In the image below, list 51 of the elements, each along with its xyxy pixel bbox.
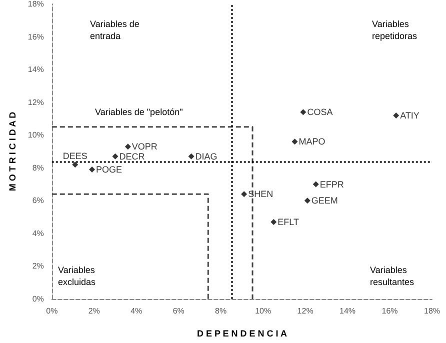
- annotation: EFPR: [320, 179, 344, 190]
- x-tick-label: 14%: [340, 306, 356, 316]
- annotation: POGE: [96, 164, 122, 175]
- y-tick-label: 8%: [32, 163, 44, 172]
- y-tick-label: 12%: [28, 98, 44, 107]
- annotation: VOPR: [132, 142, 158, 152]
- point: [312, 181, 319, 188]
- point: [72, 162, 78, 168]
- annotation: SHEN: [248, 189, 274, 200]
- annotation: DECR: [119, 151, 146, 162]
- x-tick-label: 10%: [255, 306, 272, 316]
- x-tick-label: 4%: [130, 306, 142, 316]
- point: [188, 153, 194, 160]
- x-tick-label: 18%: [424, 306, 440, 316]
- x-tick-label: 16%: [382, 306, 398, 316]
- y-tick-label: 16%: [28, 32, 44, 42]
- point: [112, 153, 118, 160]
- annotation: ATIY: [400, 110, 420, 120]
- y-tick-label: 0%: [32, 294, 44, 304]
- annotation: DIAG: [195, 151, 218, 162]
- point: [124, 144, 131, 150]
- annotation: COSA: [307, 107, 333, 118]
- annotation: Variables repetidoras: [372, 19, 418, 41]
- annotation: Variables excluidas: [58, 265, 96, 287]
- x-tick-label: 2%: [88, 306, 100, 316]
- y-axis-title: M O T R I C I D A D: [8, 111, 18, 192]
- annotation: Variables resultantes: [370, 265, 415, 287]
- y-tick-label: 2%: [32, 262, 44, 271]
- x-tick-label: 6%: [172, 306, 184, 316]
- point: [241, 191, 248, 198]
- point: [89, 166, 96, 173]
- annotation: EFLT: [278, 216, 300, 227]
- x-tick-label: 0%: [46, 306, 58, 316]
- y-tick-label: 18%: [28, 0, 44, 8]
- annotation: GEEM: [311, 196, 338, 206]
- x-axis-title: D E P E N D E N C I A: [196, 328, 288, 338]
- point: [270, 218, 277, 225]
- y-tick-label: 10%: [28, 130, 44, 140]
- x-tick-label: 12%: [297, 306, 314, 316]
- annotation: Variables de "pelotón": [95, 107, 183, 117]
- point: [304, 198, 310, 204]
- x-tick-label: 8%: [215, 306, 227, 316]
- point: [292, 138, 298, 145]
- annotation: DEES: [62, 151, 88, 162]
- y-tick-label: 4%: [32, 228, 44, 238]
- annotation: Variables de entrada: [90, 19, 140, 41]
- point: [300, 109, 306, 116]
- y-tick-label: 14%: [28, 65, 44, 74]
- point: [393, 112, 400, 118]
- y-tick-label: 6%: [32, 196, 44, 206]
- annotation: MAPO: [298, 136, 326, 147]
